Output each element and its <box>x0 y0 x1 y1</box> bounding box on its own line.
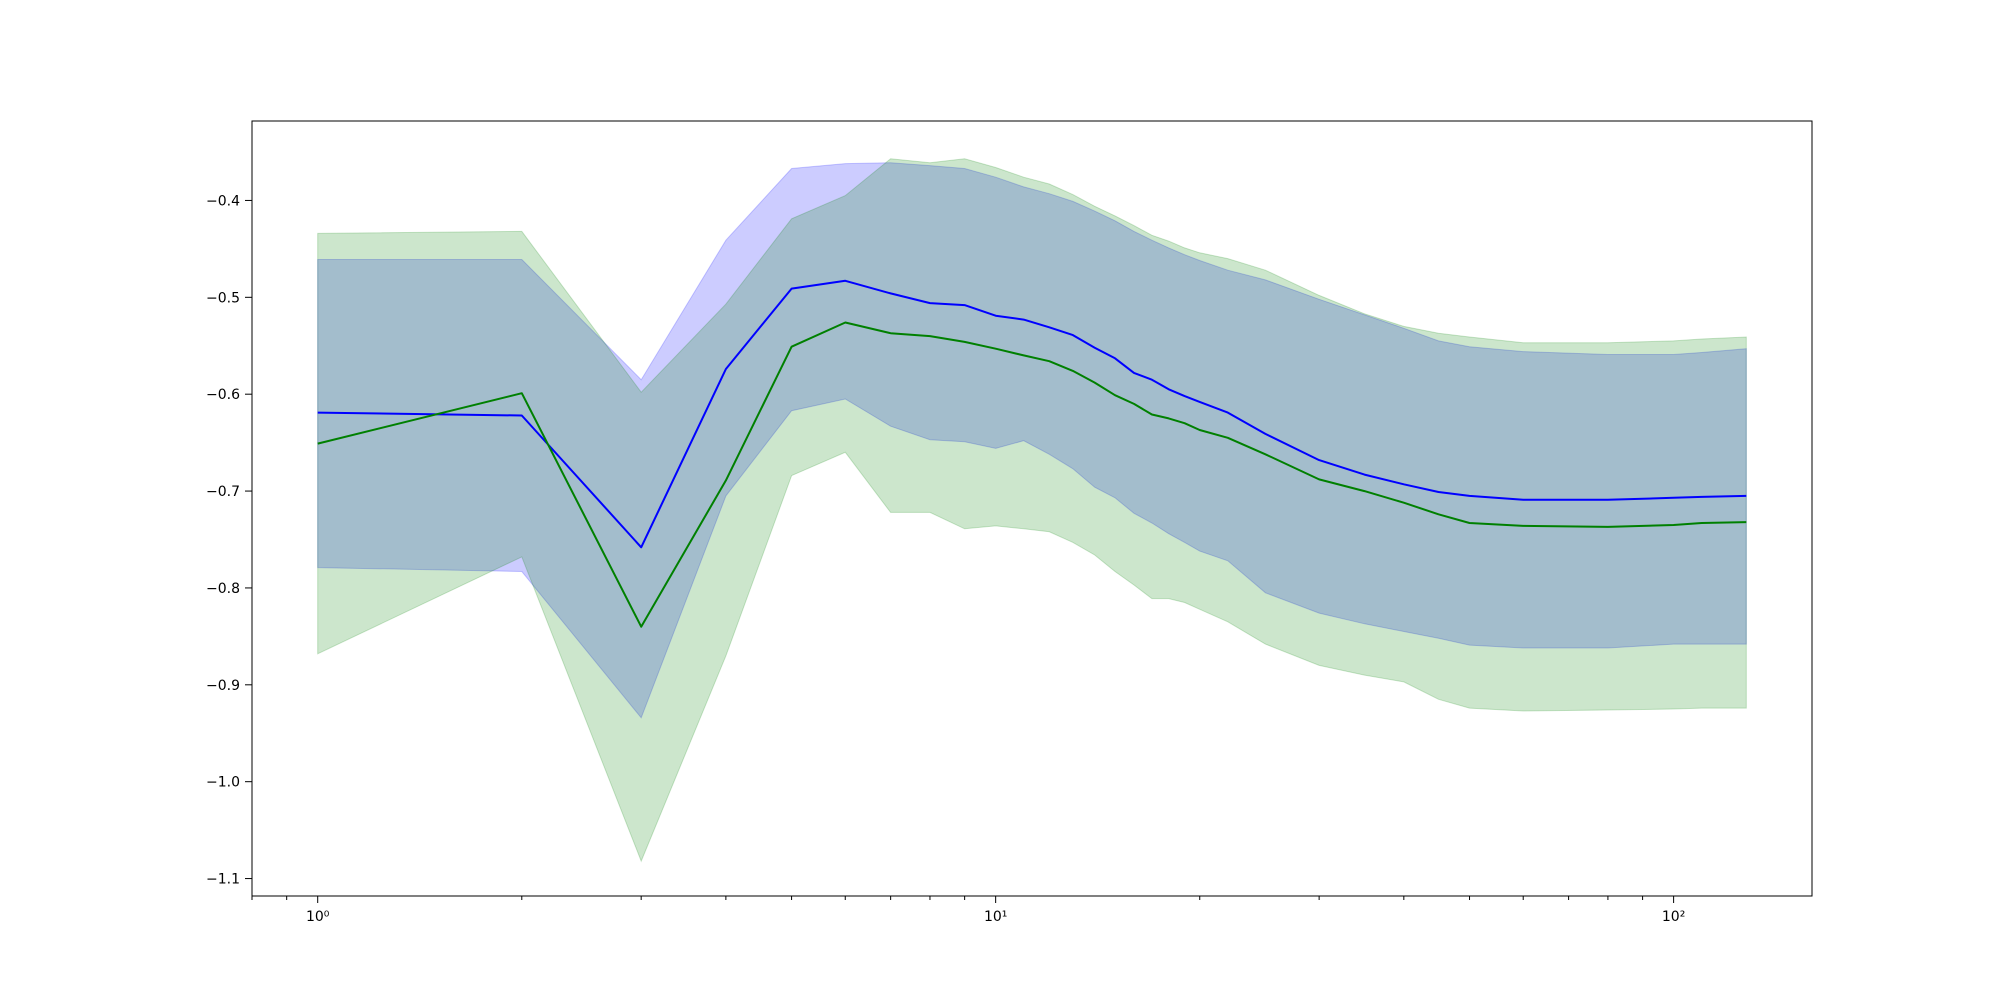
series-line-1 <box>317 279 1747 549</box>
plot-frame <box>251 120 1813 897</box>
y-tick-label: −0.6 <box>206 387 240 403</box>
y-tick-label: −0.8 <box>206 581 240 597</box>
y-tick-label: −1.0 <box>206 775 240 791</box>
series-lines <box>317 279 1747 628</box>
confidence-band-2 <box>317 158 1747 863</box>
x-tick-label: 10² <box>1662 909 1685 925</box>
y-tick-label: −0.5 <box>206 290 240 306</box>
x-axis: 10⁰ 10¹ 10² <box>251 896 1685 925</box>
y-tick-label: −1.1 <box>206 872 240 888</box>
y-tick-label: −0.4 <box>206 193 240 209</box>
x-tick-label: 10⁰ <box>306 909 330 925</box>
x-tick-label: 10¹ <box>984 909 1007 925</box>
y-tick-label: −0.7 <box>206 484 240 500</box>
confidence-band-1 <box>317 162 1747 719</box>
confidence-bands <box>317 158 1747 863</box>
y-axis: −0.4 −0.5 −0.6 −0.7 −0.8 −0.9 −1.0 −1.1 <box>206 193 252 888</box>
series-line-2 <box>317 321 1747 628</box>
y-tick-label: −0.9 <box>206 678 240 694</box>
